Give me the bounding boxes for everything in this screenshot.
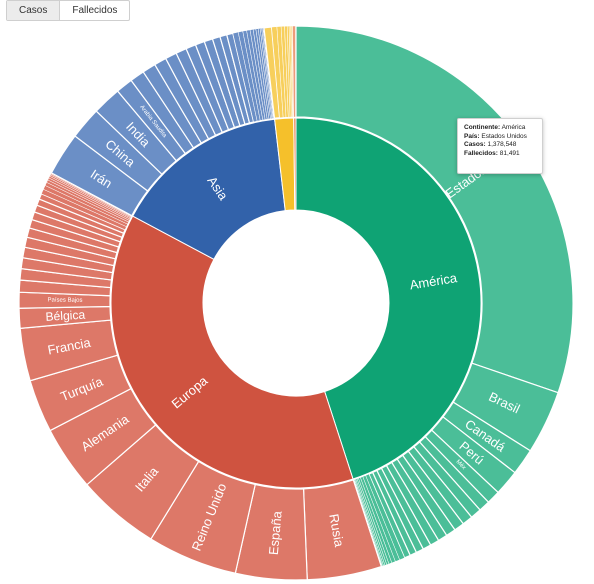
country-slice-estados-unidos[interactable]: [295, 25, 574, 394]
view-toggle: Casos Fallecidos: [6, 0, 131, 21]
country-slice-oceania-2[interactable]: [294, 25, 297, 118]
chart-tooltip: Continente: América País: Estados Unidos…: [457, 118, 543, 174]
country-ring: [18, 25, 574, 581]
center-hole: [203, 210, 389, 396]
tooltip-deaths-row: Fallecidos: 81,491: [464, 149, 520, 157]
tab-casos[interactable]: Casos: [7, 1, 60, 20]
tooltip-country-row: País: Estados Unidos: [464, 132, 527, 140]
tab-fallecidos[interactable]: Fallecidos: [59, 1, 129, 20]
country-label-espana: España: [266, 510, 285, 556]
continent-label-america: América: [409, 270, 459, 292]
country-label-belgica: Bélgica: [45, 308, 86, 324]
country-label-paises-bajos: Países Bajos: [47, 297, 82, 303]
country-label-rusia: Rusia: [326, 513, 347, 549]
tooltip-continent-row: Continente: América: [464, 124, 526, 131]
tooltip-cases-row: Casos: 1,378,548: [464, 141, 517, 149]
continent-ring: [110, 117, 482, 489]
